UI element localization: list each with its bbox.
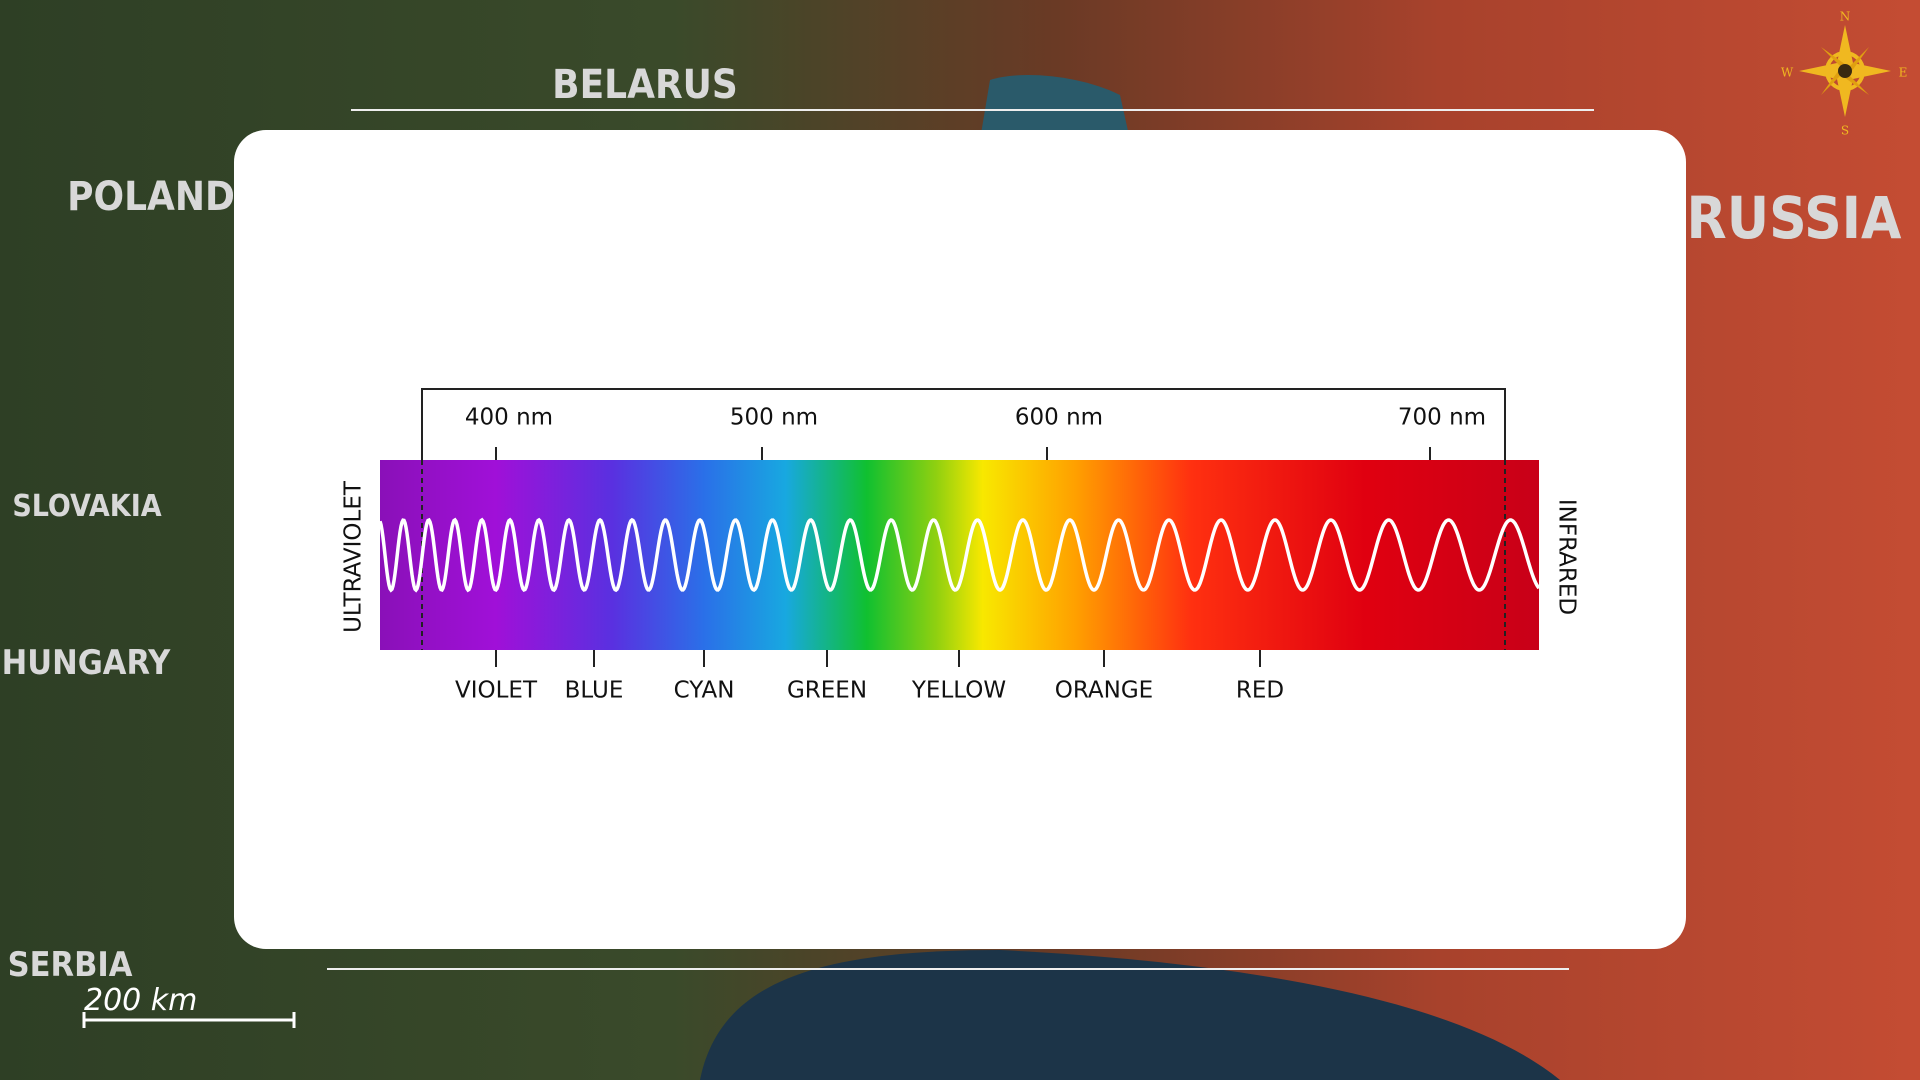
wavelength-label: 600 nm bbox=[1015, 405, 1103, 431]
side-label: INFRARED bbox=[1554, 499, 1580, 615]
color-label: CYAN bbox=[674, 678, 735, 704]
color-label: VIOLET bbox=[455, 678, 538, 704]
color-label: ORANGE bbox=[1055, 678, 1153, 704]
wavelength-label: 400 nm bbox=[465, 405, 553, 431]
map-label: HUNGARY bbox=[2, 643, 172, 683]
lake bbox=[980, 75, 1130, 140]
spectrum bbox=[380, 460, 1539, 650]
color-label: BLUE bbox=[565, 678, 624, 704]
wavelength-label: 700 nm bbox=[1398, 405, 1486, 431]
compass-letter: S bbox=[1841, 124, 1849, 138]
compass-letter: W bbox=[1781, 66, 1794, 80]
map-label: POLAND bbox=[67, 174, 235, 220]
sea bbox=[700, 950, 1560, 1080]
compass-center bbox=[1838, 64, 1852, 78]
map-label: BELARUS bbox=[552, 62, 738, 108]
color-label: YELLOW bbox=[911, 678, 1006, 704]
side-label: ULTRAVIOLET bbox=[341, 480, 367, 633]
wavelength-label: 500 nm bbox=[730, 405, 818, 431]
visible-bracket bbox=[421, 388, 1506, 460]
color-label: GREEN bbox=[787, 678, 867, 704]
map-label: SERBIA bbox=[8, 945, 133, 985]
map-label: RUSSIA bbox=[1687, 184, 1903, 252]
color-label: RED bbox=[1236, 678, 1284, 704]
compass-letter: E bbox=[1899, 66, 1908, 80]
wave bbox=[378, 517, 1541, 593]
map-label: SLOVAKIA bbox=[12, 489, 161, 524]
compass-letter: N bbox=[1840, 10, 1851, 24]
compass: N W E S bbox=[1781, 10, 1908, 138]
scale-label: 200 km bbox=[84, 983, 197, 1018]
